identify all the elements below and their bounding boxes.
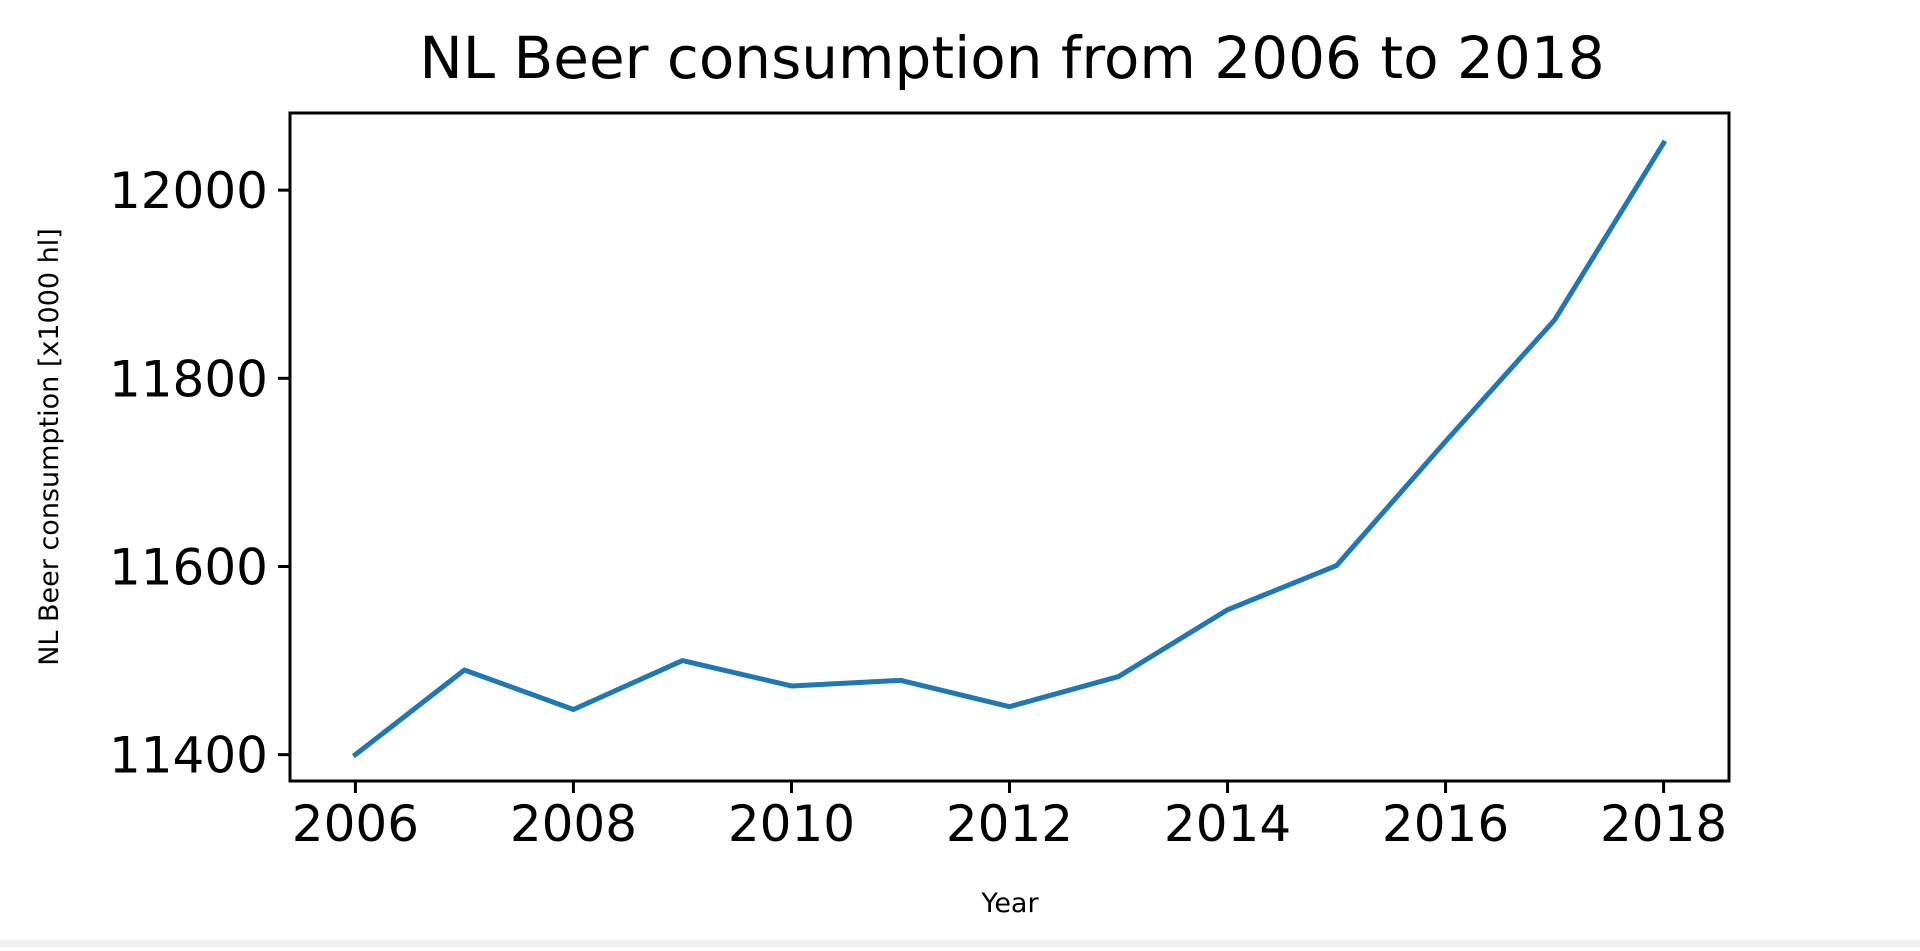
chart-title: NL Beer consumption from 2006 to 2018 [419, 24, 1604, 92]
series-line [351, 139, 1668, 759]
y-axis: 11400 11600 11800 12000 [109, 162, 290, 785]
x-tick-label: 2012 [946, 795, 1073, 853]
y-tick-label: 11800 [109, 350, 268, 408]
x-tick-label: 2010 [728, 795, 855, 853]
x-axis: 2006 2008 2010 2012 2014 2016 2018 [292, 781, 1727, 853]
y-axis-label: NL Beer consumption [x1000 hl] [34, 228, 65, 666]
x-tick-label: 2008 [510, 795, 637, 853]
x-tick-label: 2018 [1600, 795, 1727, 853]
footer-strip [0, 940, 1920, 947]
y-tick-label: 11600 [109, 538, 268, 596]
x-tick-label: 2014 [1164, 795, 1291, 853]
x-tick-label: 2006 [292, 795, 419, 853]
series-layer [351, 139, 1668, 759]
y-tick-label: 11400 [109, 727, 268, 785]
plot-area-frame [288, 111, 1731, 783]
x-tick-label: 2016 [1382, 795, 1509, 853]
x-axis-label: Year [980, 888, 1039, 919]
y-tick-label: 12000 [109, 162, 268, 220]
